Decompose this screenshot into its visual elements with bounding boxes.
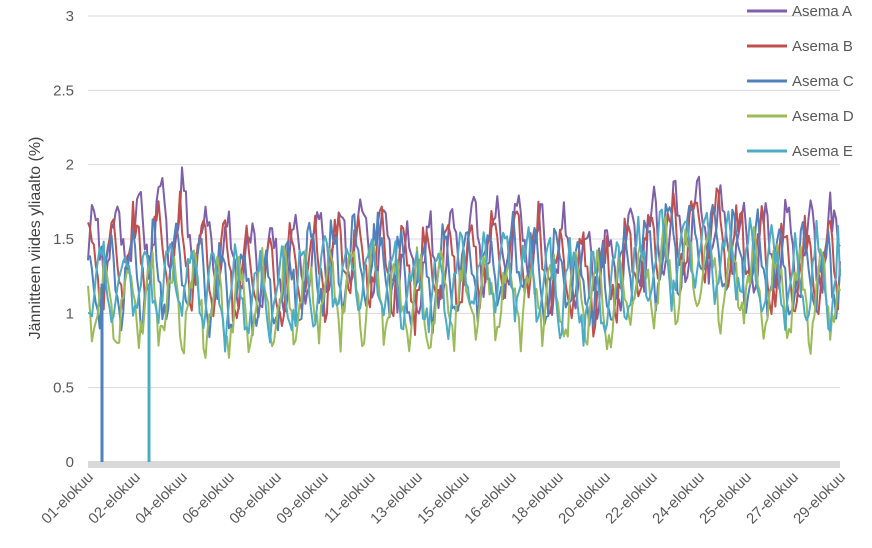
y-tick-label: 1 bbox=[66, 305, 74, 322]
y-tick-label: 3 bbox=[66, 8, 74, 25]
legend-label: Asema D bbox=[792, 108, 854, 125]
legend-label: Asema B bbox=[792, 38, 853, 55]
y-tick-label: 1.5 bbox=[53, 231, 74, 248]
x-tick-label: 09-elokuu bbox=[273, 469, 332, 528]
y-tick-label: 2 bbox=[66, 157, 74, 174]
y-axis-title: Jännitteen viides yliaalto (%) bbox=[27, 137, 44, 340]
y-tick-label: 2.5 bbox=[53, 82, 74, 99]
legend-label: Asema E bbox=[792, 143, 853, 160]
gridlines bbox=[88, 15, 840, 389]
series-line-asema-a bbox=[87, 166, 841, 320]
legend-label: Asema A bbox=[792, 3, 852, 20]
x-tick-label: 29-elokuu bbox=[790, 469, 849, 528]
y-tick-label: 0.5 bbox=[53, 380, 74, 397]
y-tick-labels: 0 0.5 1 1.5 2 2.5 3 bbox=[53, 8, 74, 471]
legend: Asema A Asema B Asema C Asema D Asema E bbox=[747, 3, 854, 160]
x-axis-band bbox=[88, 461, 840, 468]
x-axis-line bbox=[88, 461, 840, 468]
legend-label: Asema C bbox=[792, 73, 854, 90]
x-tick-labels: 01-elokuu02-elokuu04-elokuu06-elokuu08-e… bbox=[38, 469, 849, 528]
series-line-asema-e bbox=[87, 208, 841, 353]
series-lines bbox=[87, 166, 841, 462]
y-tick-label: 0 bbox=[66, 454, 74, 471]
